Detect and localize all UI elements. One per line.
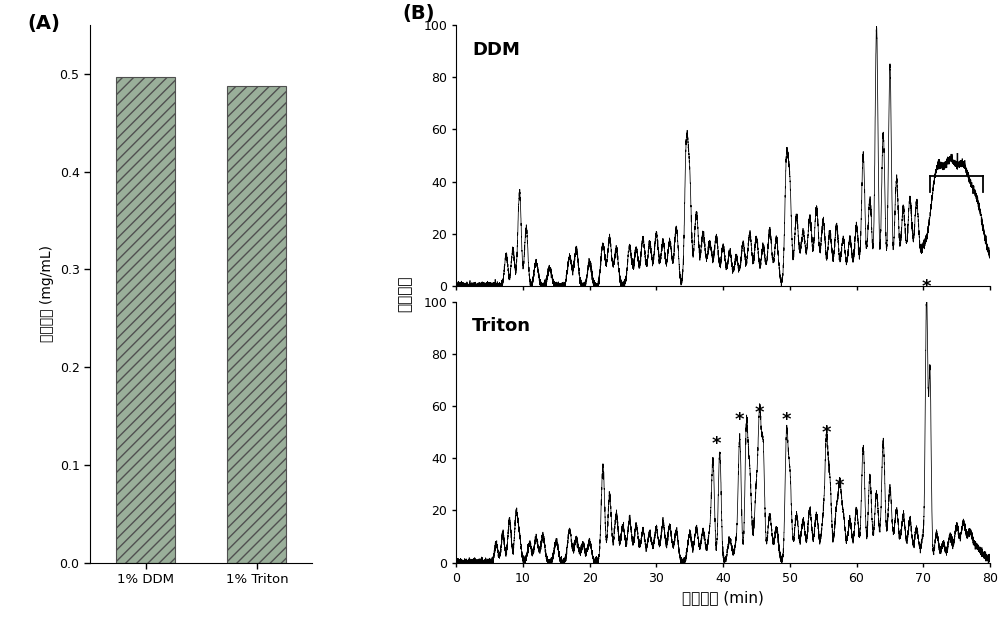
Text: *: * bbox=[822, 424, 831, 442]
Text: *: * bbox=[782, 411, 791, 429]
Text: (A): (A) bbox=[28, 14, 61, 33]
Text: *: * bbox=[922, 278, 931, 296]
Text: DDM: DDM bbox=[472, 41, 520, 59]
Text: Triton: Triton bbox=[472, 318, 531, 335]
Bar bbox=[116, 77, 175, 562]
Bar bbox=[227, 86, 286, 562]
X-axis label: 保留时间 (min): 保留时间 (min) bbox=[682, 590, 764, 605]
Text: 相对强度: 相对强度 bbox=[398, 276, 413, 312]
Text: *: * bbox=[712, 435, 721, 453]
Text: *: * bbox=[835, 477, 845, 494]
Text: (B): (B) bbox=[403, 4, 435, 23]
Y-axis label: 蛋白浓度 (mg/mL): 蛋白浓度 (mg/mL) bbox=[40, 245, 54, 342]
Text: *: * bbox=[735, 411, 745, 429]
Text: *: * bbox=[755, 404, 765, 422]
Text: I: I bbox=[954, 152, 959, 170]
